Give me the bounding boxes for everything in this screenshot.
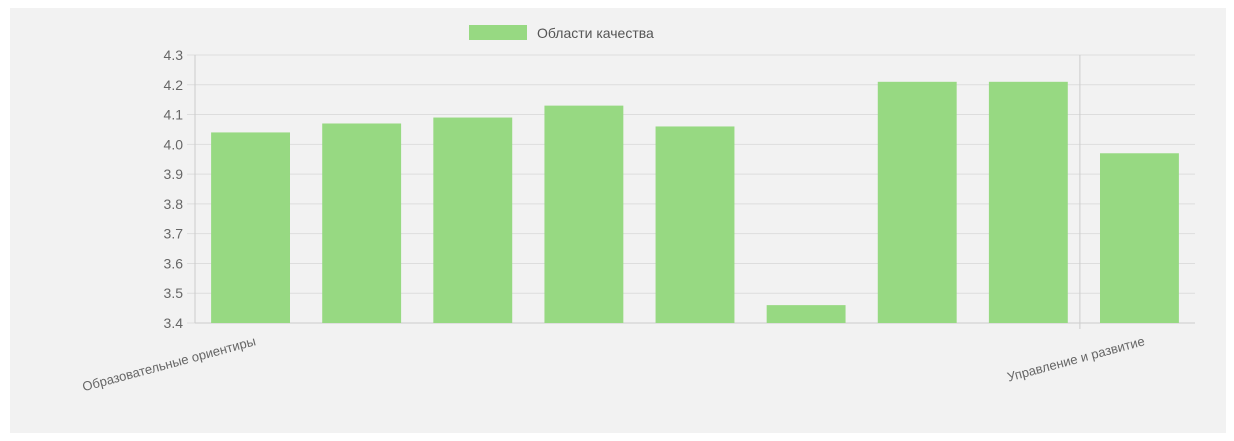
bar[interactable] bbox=[877, 81, 957, 323]
y-tick-label: 4.2 bbox=[164, 77, 184, 93]
bar[interactable] bbox=[988, 81, 1068, 323]
legend[interactable]: Области качества bbox=[469, 25, 654, 41]
bar[interactable] bbox=[211, 132, 290, 323]
bar[interactable] bbox=[1100, 153, 1179, 323]
x-axis-labels: Образовательные ориентиры Управление и ра… bbox=[81, 333, 1147, 394]
legend-label: Области качества bbox=[537, 25, 654, 41]
y-axis-ticks: 4.3 4.2 4.1 4.0 3.9 3.8 3.7 3.6 3.5 3.4 bbox=[164, 47, 184, 331]
bar[interactable] bbox=[322, 123, 402, 323]
y-tick-label: 3.7 bbox=[164, 226, 184, 242]
bar[interactable] bbox=[544, 105, 624, 323]
chart-panel: 4.3 4.2 4.1 4.0 3.9 3.8 3.7 3.6 3.5 3.4 Образоват… bbox=[10, 8, 1226, 433]
bar-chart: 4.3 4.2 4.1 4.0 3.9 3.8 3.7 3.6 3.5 3.4 Образоват… bbox=[81, 25, 1195, 394]
bar[interactable] bbox=[766, 305, 846, 323]
x-category-label: Управление и развитие bbox=[1006, 333, 1147, 384]
y-tick-label: 4.1 bbox=[164, 107, 184, 123]
y-tick-label: 4.3 bbox=[164, 47, 184, 63]
bar[interactable] bbox=[433, 117, 513, 324]
y-tick-label: 3.6 bbox=[164, 255, 184, 271]
x-category-label: Образовательные ориентиры bbox=[81, 333, 258, 394]
y-tick-label: 3.8 bbox=[164, 196, 184, 212]
y-tick-label: 3.5 bbox=[164, 285, 184, 301]
y-tick-label: 3.9 bbox=[164, 166, 184, 182]
y-tick-label: 4.0 bbox=[164, 136, 184, 152]
bars-layer bbox=[211, 81, 1179, 324]
y-tick-label: 3.4 bbox=[164, 315, 184, 331]
bar[interactable] bbox=[655, 126, 735, 323]
legend-swatch bbox=[469, 25, 527, 40]
